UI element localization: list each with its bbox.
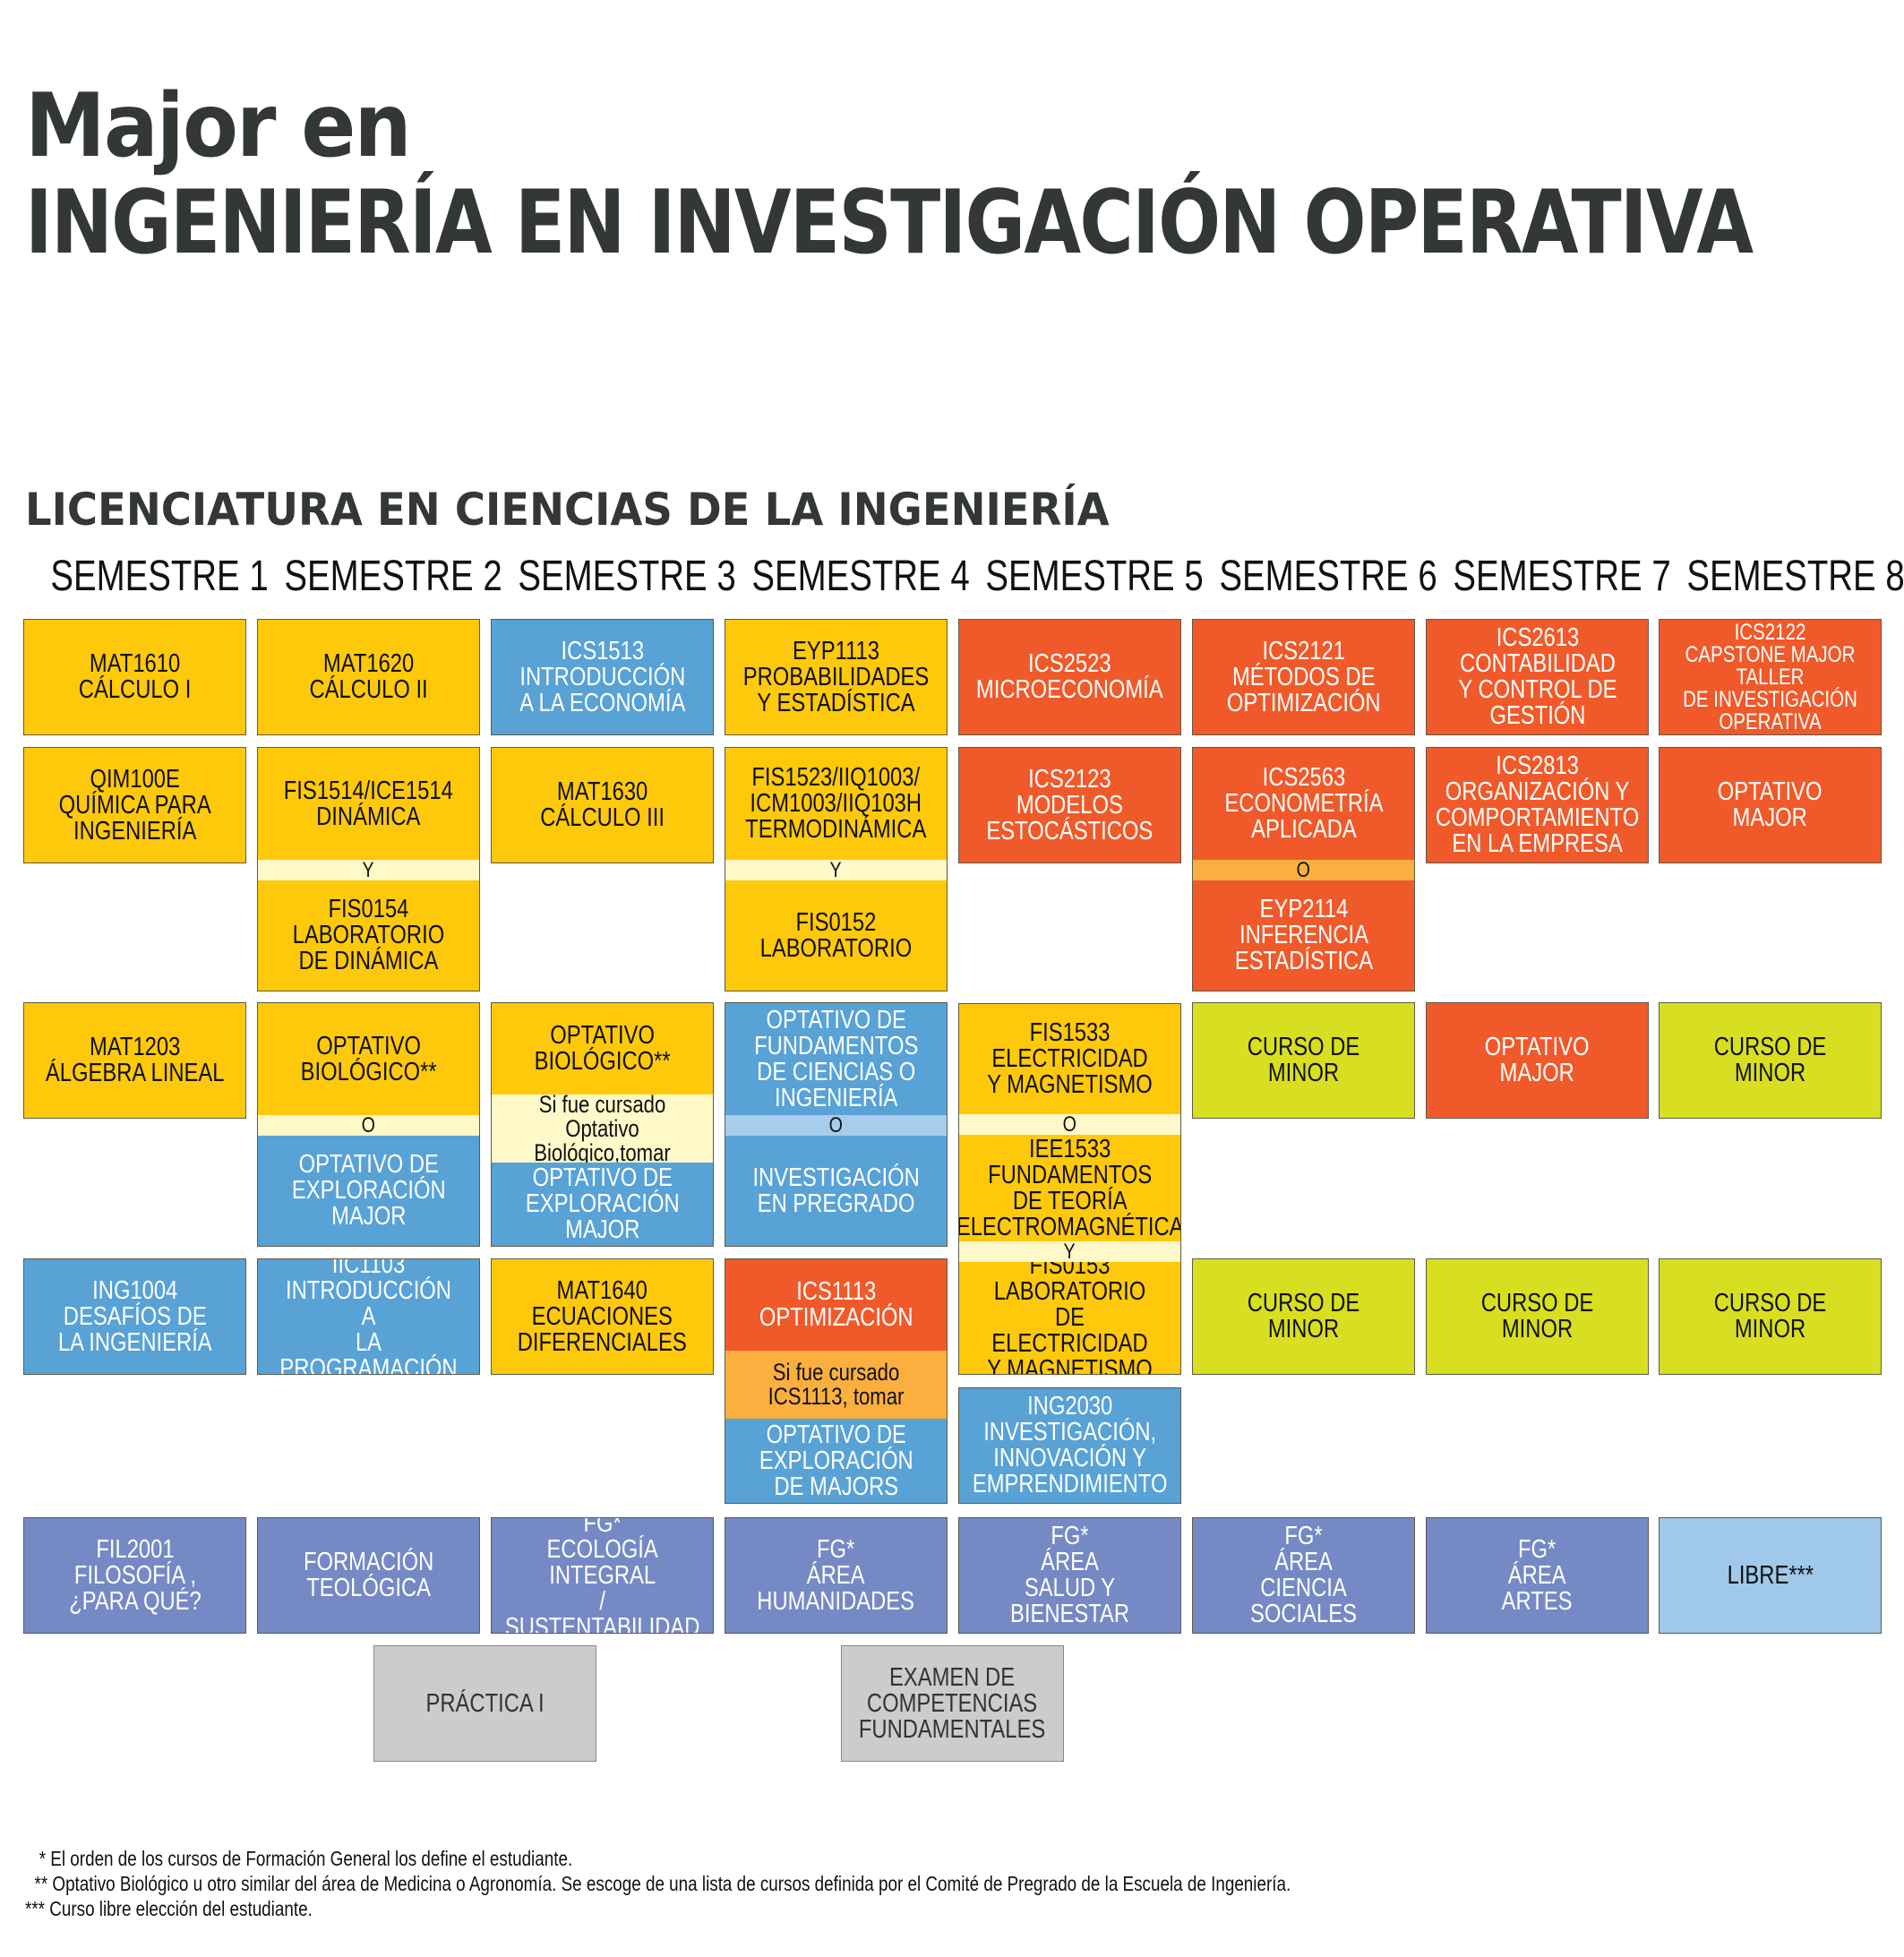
course-mat1630: MAT1630 CÁLCULO III	[491, 747, 714, 863]
connector-and: Y	[959, 1241, 1180, 1262]
footnote-3: *** Curso libre elección del estudiante.	[25, 1897, 313, 1920]
course-iic1103: IIC1103 INTRODUCCIÓN A LA PROGRAMACIÓN	[257, 1258, 480, 1375]
semester-label-8: SEMESTRE 8	[1686, 553, 1904, 600]
title-major-en: Major en	[25, 75, 412, 177]
course-ics2813: ICS2813 ORGANIZACIÓN Y COMPORTAMIENTO EN…	[1426, 747, 1649, 863]
course-fg-ciencias-sociales: FG* ÁREA CIENCIA SOCIALES	[1192, 1517, 1415, 1634]
connector-or: O	[258, 1115, 479, 1136]
conditional-note: Si fue cursado ICS1113, tomar	[725, 1351, 947, 1419]
connector-or: O	[1193, 860, 1414, 880]
conditional-note: Si fue cursado Optativo Biológico,tomar	[492, 1094, 713, 1163]
semester-label-3: SEMESTRE 3	[518, 553, 736, 600]
footnote-1: * El orden de los cursos de Formación Ge…	[25, 1847, 573, 1870]
connector-and: Y	[725, 860, 947, 880]
semester-label-1: SEMESTRE 1	[50, 553, 269, 600]
course-group-optativo-biologico: OPTATIVO BIOLÓGICO** O OPTATIVO DE EXPLO…	[257, 1002, 480, 1247]
course-fg-artes: FG* ÁREA ARTES	[1426, 1517, 1649, 1634]
course-fil2001: FIL2001 FILOSOFÍA , ¿PARA QUÉ?	[23, 1517, 246, 1634]
requirement-examen: EXAMEN DE COMPETENCIAS FUNDAMENTALES	[841, 1645, 1064, 1762]
course-fis1533: FIS1533 ELECTRICIDAD Y MAGNETISMO	[959, 1004, 1180, 1114]
course-qim100e: QIM100E QUÍMICA PARA INGENIERÍA	[23, 747, 246, 863]
course-group-econometria: ICS2563 ECONOMETRÍA APLICADA O EYP2114 I…	[1192, 747, 1415, 991]
course-minor: CURSO DE MINOR	[1659, 1002, 1882, 1119]
course-fis0154: FIS0154 LABORATORIO DE DINÁMICA	[258, 880, 479, 991]
course-eyp1113: EYP1113 PROBABILIDADES Y ESTADÍSTICA	[725, 619, 948, 735]
course-minor: CURSO DE MINOR	[1426, 1258, 1649, 1375]
course-ics2122: ICS2122 CAPSTONE MAJOR TALLER DE INVESTI…	[1659, 619, 1882, 735]
course-ics2613: ICS2613 CONTABILIDAD Y CONTROL DE GESTIÓ…	[1426, 619, 1649, 735]
subheading-licenciatura: LICENCIATURA EN CIENCIAS DE LA INGENIERÍ…	[25, 484, 1110, 536]
course-minor: CURSO DE MINOR	[1192, 1002, 1415, 1119]
course-optativo-biologico: OPTATIVO BIOLÓGICO**	[492, 1003, 713, 1094]
course-mat1620: MAT1620 CÁLCULO II	[257, 619, 480, 735]
course-investigacion-pregrado: INVESTIGACIÓN EN PREGRADO	[725, 1136, 947, 1246]
course-fis1523: FIS1523/IIQ1003/ ICM1003/IIQ103H TERMODI…	[725, 748, 947, 860]
course-optativo-exploracion-majors: OPTATIVO DE EXPLORACIÓN DE MAJORS	[725, 1419, 947, 1503]
requirement-practica: PRÁCTICA I	[373, 1645, 596, 1762]
connector-or: O	[959, 1114, 1180, 1135]
course-fis0152: FIS0152 LABORATORIO	[725, 880, 947, 991]
course-ics2563: ICS2563 ECONOMETRÍA APLICADA	[1193, 748, 1414, 860]
connector-or: O	[725, 1115, 947, 1136]
course-fg-humanidades: FG* ÁREA HUMANIDADES	[725, 1517, 948, 1634]
course-group-fundamentos: OPTATIVO DE FUNDAMENTOS DE CIENCIAS O IN…	[725, 1002, 948, 1247]
course-ics2123: ICS2123 MODELOS ESTOCÁSTICOS	[958, 747, 1181, 863]
course-minor: CURSO DE MINOR	[1659, 1258, 1882, 1375]
title-program-name: INGENIERÍA EN INVESTIGACIÓN OPERATIVA	[25, 172, 1754, 274]
course-eyp2114: EYP2114 INFERENCIA ESTADÍSTICA	[1193, 880, 1414, 991]
course-iee1533: IEE1533 FUNDAMENTOS DE TEORÍA ELECTROMAG…	[959, 1135, 1180, 1241]
course-ics2523: ICS2523 MICROECONOMÍA	[958, 619, 1181, 735]
course-libre: LIBRE***	[1659, 1517, 1882, 1634]
course-fis0153: FIS0153 LABORATORIO DE ELECTRICIDAD Y MA…	[959, 1262, 1180, 1374]
course-group-optativo-biologico-s3: OPTATIVO BIOLÓGICO** Si fue cursado Opta…	[491, 1002, 714, 1247]
course-mat1640: MAT1640 ECUACIONES DIFERENCIALES	[491, 1258, 714, 1375]
semester-label-4: SEMESTRE 4	[751, 553, 970, 600]
course-group-termodinamica: FIS1523/IIQ1003/ ICM1003/IIQ103H TERMODI…	[725, 747, 948, 991]
course-fg-salud: FG* ÁREA SALUD Y BIENESTAR	[958, 1517, 1181, 1634]
course-formacion-teologica: FORMACIÓN TEOLÓGICA	[257, 1517, 480, 1634]
course-ics1513: ICS1513 INTRODUCCIÓN A LA ECONOMÍA	[491, 619, 714, 735]
semester-label-2: SEMESTRE 2	[284, 553, 502, 600]
semester-label-6: SEMESTRE 6	[1219, 553, 1437, 600]
course-group-dinamica: FIS1514/ICE1514 DINÁMICA Y FIS0154 LABOR…	[257, 747, 480, 991]
course-optativo-major: OPTATIVO MAJOR	[1426, 1002, 1649, 1119]
course-optativo-exploracion: OPTATIVO DE EXPLORACIÓN MAJOR	[492, 1163, 713, 1246]
course-optativo-biologico: OPTATIVO BIOLÓGICO**	[258, 1003, 479, 1115]
course-minor: CURSO DE MINOR	[1192, 1258, 1415, 1375]
semester-label-5: SEMESTRE 5	[985, 553, 1204, 600]
course-optativo-exploracion: OPTATIVO DE EXPLORACIÓN MAJOR	[258, 1136, 479, 1246]
course-optativo-fundamentos: OPTATIVO DE FUNDAMENTOS DE CIENCIAS O IN…	[725, 1003, 947, 1115]
course-ing1004: ING1004 DESAFÍOS DE LA INGENIERÍA	[23, 1258, 246, 1375]
course-fis1514: FIS1514/ICE1514 DINÁMICA	[258, 748, 479, 860]
course-optativo-major: OPTATIVO MAJOR	[1659, 747, 1882, 863]
semester-label-7: SEMESTRE 7	[1453, 553, 1671, 600]
footnote-2: ** Optativo Biológico u otro similar del…	[25, 1872, 1291, 1895]
course-group-optimizacion: ICS1113 OPTIMIZACIÓN Si fue cursado ICS1…	[725, 1258, 948, 1504]
course-mat1610: MAT1610 CÁLCULO I	[23, 619, 246, 735]
course-fg-ecologia: FG* ECOLOGÍA INTEGRAL / SUSTENTABILIDAD	[491, 1517, 714, 1634]
course-ics1113: ICS1113 OPTIMIZACIÓN	[725, 1259, 947, 1351]
course-ics2121: ICS2121 MÉTODOS DE OPTIMIZACIÓN	[1192, 619, 1415, 735]
course-group-electricidad: FIS1533 ELECTRICIDAD Y MAGNETISMO O IEE1…	[958, 1003, 1181, 1375]
course-mat1203: MAT1203 ÁLGEBRA LINEAL	[23, 1002, 246, 1119]
course-ing2030: ING2030 INVESTIGACIÓN, INNOVACIÓN Y EMPR…	[958, 1387, 1181, 1504]
connector-and: Y	[258, 860, 479, 880]
